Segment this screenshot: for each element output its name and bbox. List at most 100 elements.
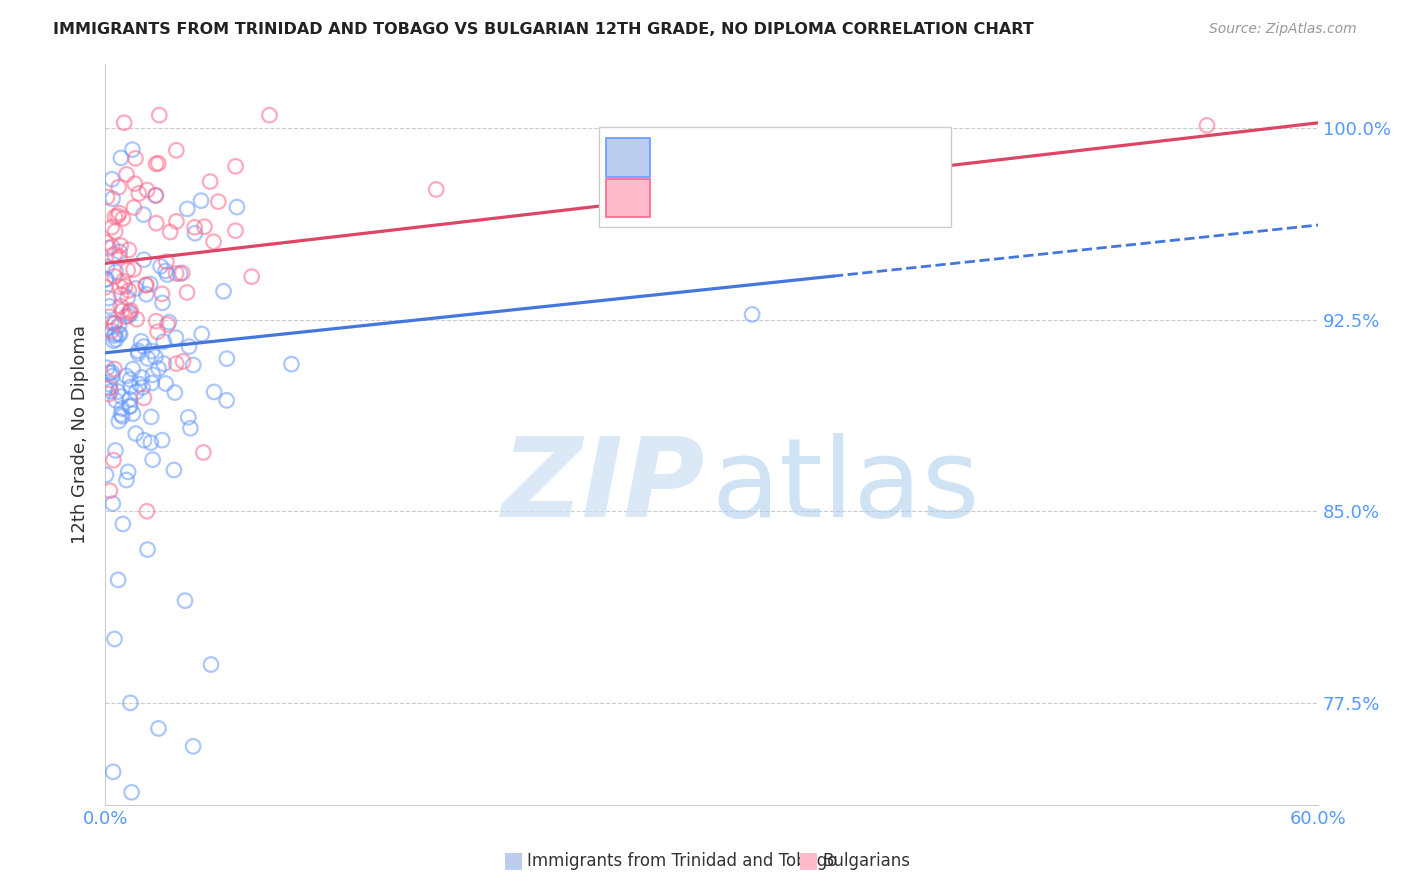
Point — [117, 309, 139, 323]
Point — [124, 151, 146, 165]
Point — [179, 421, 201, 435]
Point — [135, 287, 157, 301]
Point — [148, 361, 170, 376]
Point — [145, 188, 167, 202]
Point — [117, 465, 139, 479]
Point — [181, 739, 204, 754]
Point — [191, 326, 214, 341]
Point — [202, 384, 225, 399]
Point — [121, 785, 143, 799]
Point — [139, 277, 162, 291]
FancyBboxPatch shape — [599, 127, 950, 227]
Point — [98, 310, 121, 324]
Point — [101, 240, 124, 254]
Point — [100, 384, 122, 399]
Point — [125, 312, 148, 326]
Point — [103, 269, 125, 284]
Point — [108, 326, 131, 341]
Point — [103, 247, 125, 261]
Point — [129, 334, 152, 349]
Point — [100, 316, 122, 330]
Point — [101, 172, 124, 186]
Point — [112, 274, 135, 288]
Point — [94, 272, 117, 286]
Point — [136, 504, 159, 518]
Point — [105, 333, 128, 347]
Point — [98, 366, 121, 380]
Point — [163, 463, 186, 477]
Point — [98, 483, 121, 498]
Point — [127, 346, 149, 360]
Text: Bulgarians: Bulgarians — [823, 852, 911, 870]
Point — [141, 409, 163, 424]
Point — [96, 260, 118, 274]
Point — [94, 381, 117, 395]
Point — [155, 254, 177, 268]
Text: atlas: atlas — [711, 433, 980, 540]
Point — [148, 722, 170, 736]
Point — [107, 180, 129, 194]
Point — [107, 573, 129, 587]
Point — [103, 453, 125, 467]
Point — [111, 401, 134, 416]
Point — [97, 291, 120, 305]
Point — [122, 201, 145, 215]
Point — [181, 358, 204, 372]
Point — [215, 351, 238, 366]
Point — [136, 351, 159, 366]
Point — [108, 244, 131, 259]
Point — [110, 408, 132, 422]
Point — [172, 354, 194, 368]
Point — [156, 318, 179, 332]
Point — [163, 385, 186, 400]
Point — [132, 391, 155, 405]
Point — [176, 285, 198, 300]
Point — [174, 593, 197, 607]
FancyBboxPatch shape — [606, 138, 650, 177]
Text: ZIP: ZIP — [502, 433, 706, 540]
Point — [139, 435, 162, 450]
Point — [150, 286, 173, 301]
FancyBboxPatch shape — [606, 179, 650, 218]
Point — [97, 387, 120, 401]
Point — [100, 324, 122, 338]
Point — [120, 696, 142, 710]
Point — [108, 206, 131, 220]
Y-axis label: 12th Grade, No Diploma: 12th Grade, No Diploma — [72, 325, 89, 544]
Point — [103, 334, 125, 348]
Point — [157, 315, 180, 329]
Point — [212, 285, 235, 299]
Point — [155, 376, 177, 391]
Point — [159, 225, 181, 239]
Point — [115, 167, 138, 181]
Point — [122, 407, 145, 421]
Point — [101, 192, 124, 206]
Point — [103, 316, 125, 330]
Point — [169, 267, 191, 281]
Point — [225, 224, 247, 238]
Point — [111, 304, 134, 318]
Point — [148, 156, 170, 170]
Point — [120, 380, 142, 394]
Point — [104, 210, 127, 224]
Point — [108, 250, 131, 264]
Point — [128, 377, 150, 392]
Point — [104, 443, 127, 458]
Point — [145, 188, 167, 202]
Point — [111, 211, 134, 226]
Point — [202, 235, 225, 249]
Point — [98, 377, 121, 392]
Text: IMMIGRANTS FROM TRINIDAD AND TOBAGO VS BULGARIAN 12TH GRADE, NO DIPLOMA CORRELAT: IMMIGRANTS FROM TRINIDAD AND TOBAGO VS B… — [53, 22, 1035, 37]
Point — [149, 260, 172, 274]
Point — [98, 381, 121, 395]
Point — [94, 467, 117, 482]
Point — [110, 151, 132, 165]
Point — [101, 497, 124, 511]
Point — [120, 303, 142, 318]
Point — [125, 384, 148, 399]
Point — [135, 278, 157, 293]
Point — [115, 368, 138, 383]
Point — [240, 269, 263, 284]
Text: ■: ■ — [799, 850, 818, 870]
Point — [111, 516, 134, 531]
